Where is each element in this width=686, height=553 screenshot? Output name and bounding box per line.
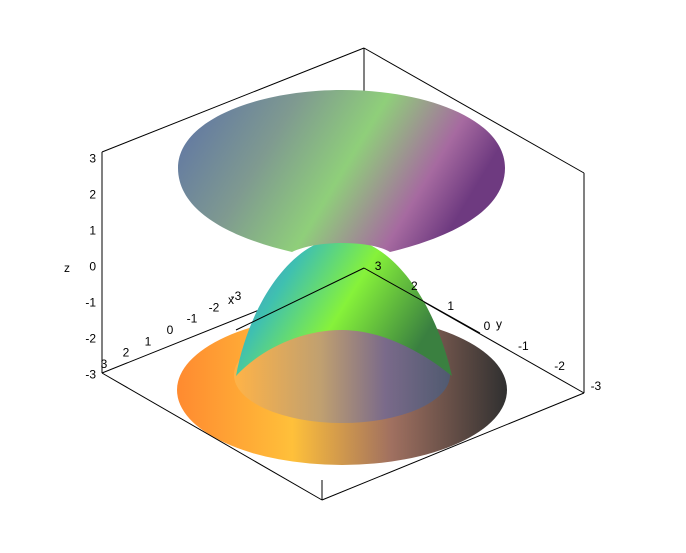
z-axis-ticks: 3 2 1 0 -1 -2 -3 [85,152,96,382]
y-axis-tick-label: 2 [411,279,418,293]
y-axis-label: y [496,317,502,331]
x-axis-label: x [228,293,234,307]
axis-lines [235,267,481,334]
y-axis-tick-label: 1 [447,299,454,313]
x-axis-ticks: 3 2 1 0 -1 -2 -3 [101,289,242,371]
z-axis-tick-label: -2 [85,332,96,346]
y-axis-tick-label: 3 [375,259,382,273]
z-axis-tick-label: 3 [89,152,96,166]
x-axis-tick-label: 0 [167,323,174,337]
z-axis-tick-label: -1 [85,296,96,310]
z-axis-label: z [64,261,70,275]
paraboloid-cap-surface [236,238,452,376]
z-axis-tick-label: 1 [89,224,96,238]
y-axis-tick-label: -3 [591,379,602,393]
x-axis-tick-label: 3 [101,357,108,371]
z-axis-tick-label: 0 [89,260,96,274]
y-axis-tick-label: -1 [518,339,529,353]
y-axis-ticks: 3 2 1 0 -1 -2 -3 [375,259,602,393]
box-front-edges [101,152,585,501]
z-axis-tick-label: 2 [89,188,96,202]
lower-annulus-surface [177,315,507,465]
y-axis-tick-label: 0 [484,319,491,333]
x-axis-tick-label: 1 [145,334,152,348]
x-axis-tick-label: -3 [231,289,242,303]
x-axis-tick-label: 2 [123,346,130,360]
y-axis-tick-label: -2 [554,359,565,373]
x-axis-tick-label: -1 [187,312,198,326]
upper-cone-surface [178,90,505,252]
x-axis-tick-label: -2 [209,300,220,314]
z-axis-tick-label: -3 [85,368,96,382]
